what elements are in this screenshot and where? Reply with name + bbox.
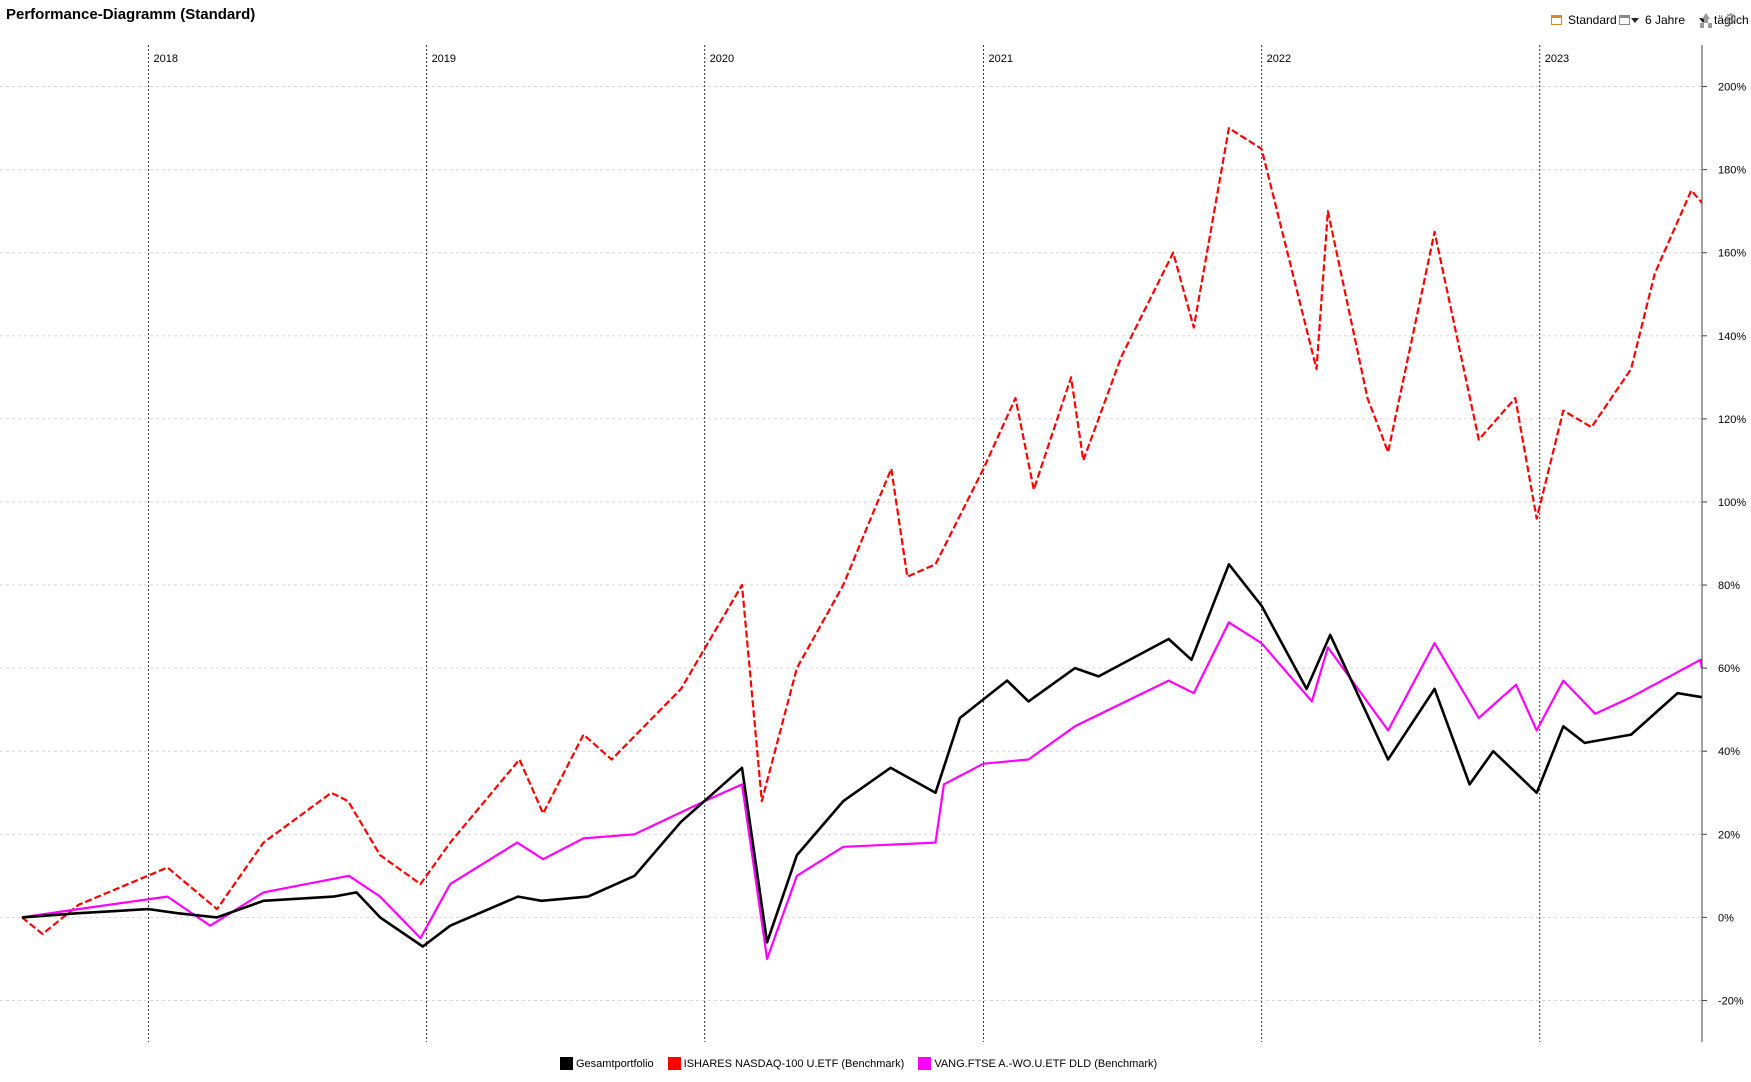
y-axis-ticks: -20% 0% 20% 40% 60% 80% 100% 120% 140% 160% 180% 20… [1702,82,1746,1007]
interval-select[interactable]: täglich [1714,11,1751,29]
period-select-value: 6 Jahre [1645,13,1686,27]
y-tick-label: 20% [1718,829,1740,841]
gear-icon: ⚙ [1724,9,1738,28]
legend-item-gesamtportfolio[interactable]: Gesamtportfolio [560,1057,654,1070]
y-tick-label: 120% [1718,414,1746,426]
y-tick-label: 180% [1718,165,1746,177]
y-tick-label: 0% [1718,912,1734,924]
y-tick-label: 80% [1718,580,1740,592]
view-select-value: Standard [1568,13,1617,27]
legend-swatch [560,1057,573,1070]
legend-swatch [667,1057,681,1070]
y-tick-label: 40% [1718,746,1740,758]
settings-button[interactable]: ⚙ [1724,10,1737,28]
window-icon [1619,15,1630,25]
x-tick-label: 2020 [710,53,734,65]
x-tick-label: 2018 [153,53,177,65]
export-icon [1700,13,1712,27]
y-tick-label: 140% [1718,331,1746,343]
legend-label: Gesamtportfolio [576,1057,654,1070]
y-tick-label: 160% [1718,248,1746,260]
legend-label: VANG.FTSE A.-WO.U.ETF DLD (Benchmark) [934,1057,1158,1070]
series-line-0 [21,562,1703,948]
x-tick-label: 2022 [1267,53,1291,65]
series-layer [21,127,1704,961]
export-button[interactable] [1700,11,1712,29]
interval-select-value: täglich [1714,13,1749,27]
legend-item-nasdaq[interactable]: ISHARES NASDAQ-100 U.ETF (Benchmark) [667,1057,905,1070]
x-tick-label: 2023 [1545,53,1569,65]
chart-toolbar: Standard 6 Jahre täglich [1431,11,1751,31]
y-tick-label: -20% [1718,995,1744,1007]
calendar-icon [1551,15,1562,25]
period-select[interactable]: 6 Jahre [1645,11,1708,29]
page-title: Performance-Diagramm (Standard) [6,6,256,23]
series-line-2 [21,621,1704,961]
chevron-down-icon [1630,17,1639,23]
x-axis-ticks: 2018 2019 2020 2021 2022 2023 [153,53,1569,65]
y-tick-label: 60% [1718,663,1740,675]
series-line-1 [21,127,1703,936]
chevron-down-icon [1699,17,1708,23]
legend-item-vanguard[interactable]: VANG.FTSE A.-WO.U.ETF DLD (Benchmark) [918,1057,1157,1070]
x-tick-label: 2019 [432,53,456,65]
legend-swatch [918,1057,932,1070]
y-tick-label: 200% [1718,82,1746,94]
y-tick-label: 100% [1718,497,1746,509]
legend: Gesamtportfolio ISHARES NASDAQ-100 U.ETF… [560,1057,1171,1070]
x-tick-label: 2021 [989,53,1013,65]
window-icon-button[interactable] [1619,11,1630,29]
horizontal-gridlines [0,86,1702,1001]
view-select[interactable]: Standard [1551,11,1639,29]
legend-label: ISHARES NASDAQ-100 U.ETF (Benchmark) [683,1057,905,1070]
